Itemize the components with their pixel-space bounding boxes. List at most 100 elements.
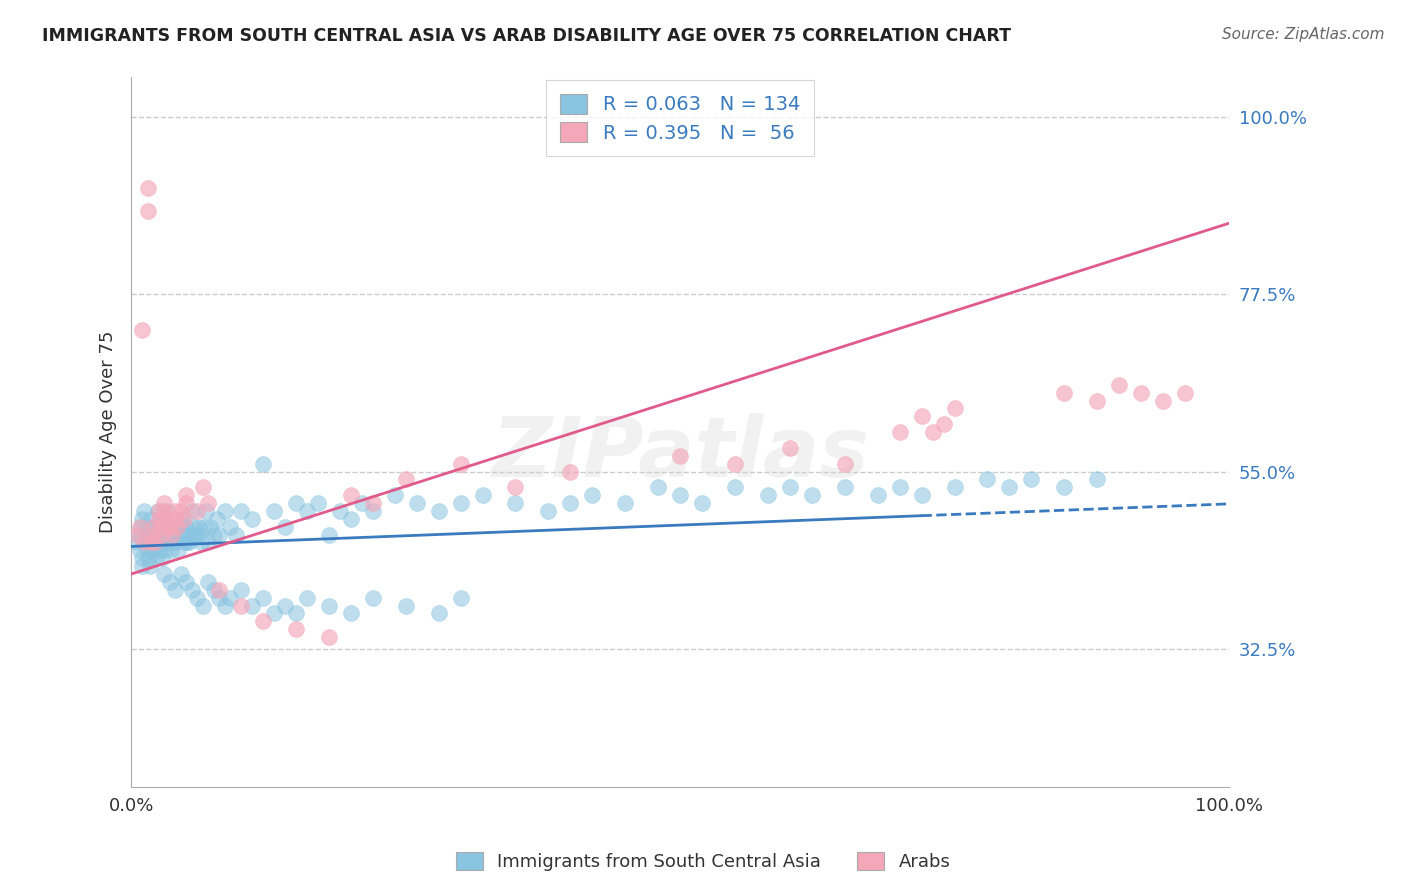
Point xyxy=(537,504,560,518)
Point xyxy=(149,519,172,533)
Point xyxy=(405,496,427,510)
Point xyxy=(149,543,172,558)
Point xyxy=(184,527,207,541)
Point xyxy=(174,496,197,510)
Point xyxy=(284,496,307,510)
Point xyxy=(145,535,167,549)
Point xyxy=(197,574,219,589)
Point xyxy=(174,519,197,533)
Point xyxy=(160,527,183,541)
Point xyxy=(193,519,215,533)
Point xyxy=(162,535,184,549)
Point xyxy=(202,582,225,597)
Point xyxy=(229,599,252,613)
Point xyxy=(225,527,247,541)
Point xyxy=(889,425,911,439)
Point xyxy=(138,519,160,533)
Legend: Immigrants from South Central Asia, Arabs: Immigrants from South Central Asia, Arab… xyxy=(449,845,957,879)
Point xyxy=(560,465,582,479)
Point xyxy=(1108,377,1130,392)
Point xyxy=(307,496,329,510)
Point xyxy=(139,512,162,526)
Point xyxy=(219,519,242,533)
Point xyxy=(129,519,152,533)
Point xyxy=(834,457,856,471)
Point xyxy=(910,488,932,502)
Point xyxy=(155,519,177,533)
Point xyxy=(142,543,165,558)
Point xyxy=(450,457,472,471)
Point xyxy=(200,519,222,533)
Point xyxy=(339,512,361,526)
Point xyxy=(153,567,176,582)
Point xyxy=(134,535,156,549)
Point xyxy=(174,574,197,589)
Point xyxy=(690,496,713,510)
Point xyxy=(135,527,157,541)
Point xyxy=(129,519,152,533)
Point xyxy=(505,480,527,494)
Point xyxy=(208,527,231,541)
Point xyxy=(395,599,418,613)
Point xyxy=(921,425,943,439)
Point xyxy=(128,527,150,541)
Point xyxy=(339,488,361,502)
Point xyxy=(125,527,148,541)
Legend: R = 0.063   N = 134, R = 0.395   N =  56: R = 0.063 N = 134, R = 0.395 N = 56 xyxy=(547,80,814,156)
Point xyxy=(153,535,176,549)
Point xyxy=(647,480,669,494)
Point xyxy=(1152,393,1174,408)
Point xyxy=(159,519,181,533)
Point xyxy=(139,559,162,574)
Point xyxy=(976,472,998,486)
Point xyxy=(149,519,172,533)
Point xyxy=(229,504,252,518)
Point xyxy=(450,496,472,510)
Point xyxy=(361,496,384,510)
Point xyxy=(943,401,966,416)
Point xyxy=(145,551,167,566)
Point xyxy=(214,599,236,613)
Point xyxy=(166,519,188,533)
Point xyxy=(139,535,162,549)
Point xyxy=(179,535,201,549)
Point xyxy=(131,512,153,526)
Point xyxy=(427,504,450,518)
Point xyxy=(152,535,174,549)
Point xyxy=(252,457,274,471)
Point xyxy=(943,480,966,494)
Point xyxy=(176,535,198,549)
Text: Source: ZipAtlas.com: Source: ZipAtlas.com xyxy=(1222,27,1385,42)
Point xyxy=(183,519,205,533)
Point xyxy=(581,488,603,502)
Point xyxy=(318,527,340,541)
Point xyxy=(800,488,823,502)
Point xyxy=(186,504,208,518)
Point xyxy=(146,504,169,518)
Point xyxy=(998,480,1021,494)
Point xyxy=(450,591,472,605)
Point xyxy=(165,512,187,526)
Point xyxy=(131,551,153,566)
Point xyxy=(136,551,159,566)
Point xyxy=(194,504,217,518)
Point xyxy=(318,630,340,644)
Point xyxy=(153,527,176,541)
Point xyxy=(205,512,228,526)
Point xyxy=(181,527,204,541)
Point xyxy=(779,441,801,455)
Point xyxy=(274,599,297,613)
Point xyxy=(153,504,176,518)
Text: IMMIGRANTS FROM SOUTH CENTRAL ASIA VS ARAB DISABILITY AGE OVER 75 CORRELATION CH: IMMIGRANTS FROM SOUTH CENTRAL ASIA VS AR… xyxy=(42,27,1011,45)
Point xyxy=(191,599,214,613)
Point xyxy=(153,496,176,510)
Point xyxy=(173,535,195,549)
Point xyxy=(136,181,159,195)
Point xyxy=(159,574,181,589)
Point xyxy=(186,527,208,541)
Point xyxy=(163,527,186,541)
Point xyxy=(180,582,202,597)
Point xyxy=(1174,385,1197,400)
Point xyxy=(159,543,181,558)
Point xyxy=(295,504,318,518)
